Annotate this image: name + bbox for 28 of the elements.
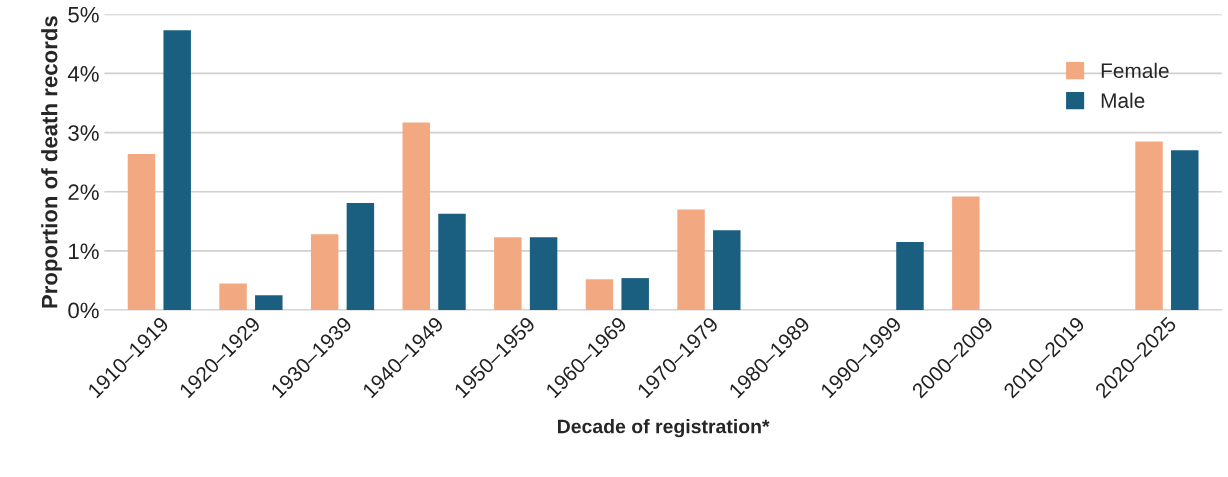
- y-axis-title: Proportion of death records: [41, 16, 62, 308]
- bar: [713, 230, 741, 311]
- bar: [1135, 141, 1163, 311]
- bar: [438, 213, 466, 311]
- legend-label: Female: [1101, 62, 1169, 79]
- bar: [585, 279, 614, 311]
- bar: [346, 202, 375, 311]
- bar: [952, 196, 980, 311]
- y-tick-label: 2%: [68, 184, 99, 200]
- bar: [163, 30, 191, 311]
- y-tick-label: 3%: [68, 125, 99, 141]
- bar: [494, 237, 522, 311]
- y-tick-label: 4%: [67, 66, 99, 82]
- bar: [1171, 150, 1199, 311]
- bar: [310, 234, 339, 311]
- bar: [529, 237, 558, 311]
- bar: [896, 242, 924, 311]
- y-tick-label: 5%: [68, 6, 99, 23]
- bar: [677, 209, 705, 311]
- bar: [255, 295, 283, 311]
- legend-label: Male: [1101, 92, 1145, 108]
- y-tick-label: 0%: [68, 302, 99, 319]
- bar: [621, 278, 649, 311]
- bar: [219, 283, 247, 311]
- bar: [127, 153, 156, 311]
- x-axis-title: Decade of registration*: [558, 419, 770, 438]
- bar: [402, 122, 431, 311]
- y-tick-label: 1%: [69, 243, 99, 260]
